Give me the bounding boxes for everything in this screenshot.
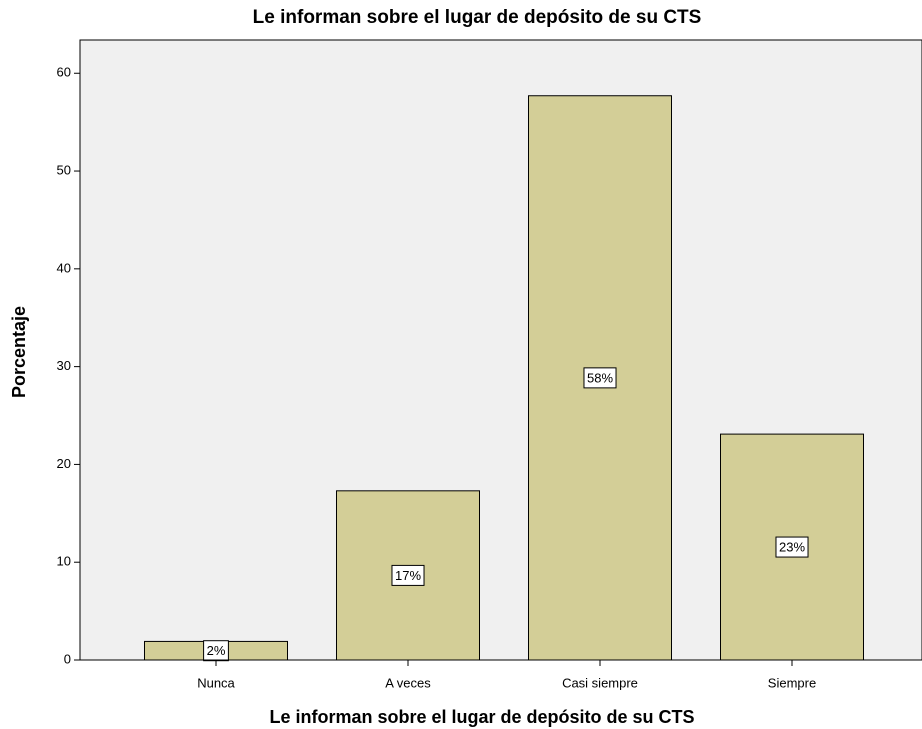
x-axis-title: Le informan sobre el lugar de depósito d… xyxy=(269,707,694,727)
data-label: 58% xyxy=(587,370,613,385)
chart-title: Le informan sobre el lugar de depósito d… xyxy=(253,7,702,28)
y-axis-title: Porcentaje xyxy=(9,306,29,398)
x-tick-label: Siempre xyxy=(768,675,816,690)
y-tick-label: 20 xyxy=(57,456,71,471)
data-label-box xyxy=(391,564,425,586)
data-label: 17% xyxy=(395,568,421,583)
data-label: 23% xyxy=(779,539,805,554)
data-label-box xyxy=(583,367,617,389)
data-label-box xyxy=(775,536,809,558)
y-tick-label: 60 xyxy=(57,65,71,80)
data-label-box xyxy=(203,640,229,662)
x-tick-label: Casi siempre xyxy=(562,675,638,690)
y-tick-label: 40 xyxy=(57,260,71,275)
y-tick-label: 30 xyxy=(57,358,71,373)
x-tick-label: Nunca xyxy=(197,675,235,690)
y-tick-label: 0 xyxy=(64,651,71,666)
y-tick-label: 10 xyxy=(57,554,71,569)
data-label: 2% xyxy=(207,643,226,658)
y-tick-label: 50 xyxy=(57,162,71,177)
x-tick-label: A veces xyxy=(385,675,431,690)
